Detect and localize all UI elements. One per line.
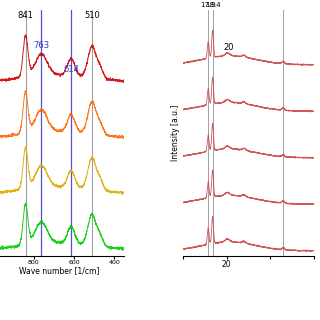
- Text: 841: 841: [18, 11, 34, 20]
- X-axis label: Wave number [1/cm]: Wave number [1/cm]: [19, 267, 99, 276]
- Text: 510: 510: [84, 11, 100, 20]
- Text: 20: 20: [224, 44, 234, 52]
- Text: 17.9: 17.9: [200, 2, 216, 8]
- Text: 763: 763: [33, 41, 49, 50]
- Text: 614: 614: [63, 65, 79, 74]
- Text: 18.4: 18.4: [205, 2, 220, 8]
- Y-axis label: Intensity [a.u.]: Intensity [a.u.]: [171, 105, 180, 161]
